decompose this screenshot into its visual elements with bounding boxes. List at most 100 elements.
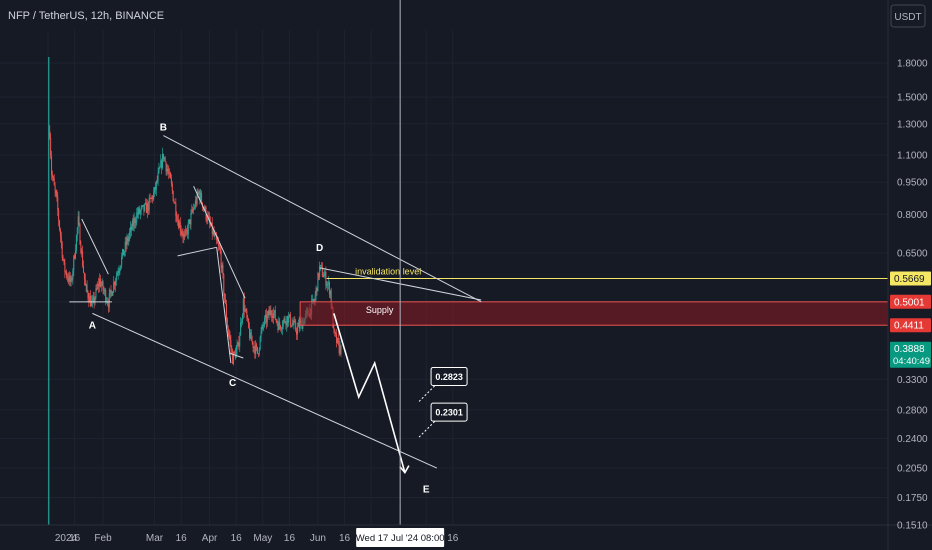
candle — [141, 205, 143, 210]
candle — [50, 133, 52, 160]
candle — [272, 307, 274, 325]
candle — [166, 163, 168, 176]
wedge-b-upper[interactable] — [193, 185, 246, 299]
candle — [82, 245, 84, 268]
candle — [64, 258, 66, 279]
x-tick-label: Jun — [310, 533, 326, 544]
candle — [238, 336, 240, 350]
candle — [216, 231, 218, 245]
candle — [106, 296, 108, 304]
candle — [119, 267, 121, 276]
invalidation-label: invalidation level — [355, 266, 421, 276]
candle — [273, 309, 275, 318]
candle — [242, 294, 244, 320]
candle — [83, 272, 85, 286]
candle — [100, 281, 102, 292]
candle — [291, 317, 293, 328]
candle — [237, 341, 239, 347]
candle — [334, 328, 336, 337]
candle — [178, 219, 180, 229]
candle — [240, 317, 242, 336]
currency-button[interactable]: USDT — [890, 4, 926, 28]
candle — [179, 217, 181, 236]
candle — [286, 315, 288, 332]
wedge-b-lower[interactable] — [177, 246, 217, 257]
candle — [241, 313, 243, 326]
candle — [264, 309, 266, 325]
supply-label: Supply — [366, 305, 394, 315]
candle — [67, 273, 69, 283]
candle — [57, 191, 59, 217]
candle — [99, 274, 101, 288]
candle — [283, 316, 285, 324]
candle — [142, 204, 144, 207]
candle — [185, 225, 187, 237]
candle — [264, 315, 266, 328]
target-label-lower[interactable]: 0.2301 — [418, 402, 468, 438]
candle — [126, 233, 128, 250]
candle — [336, 337, 338, 344]
candle — [72, 268, 74, 285]
candle — [182, 228, 184, 244]
candle — [335, 331, 337, 338]
candle — [194, 195, 196, 210]
candlestick-layer — [48, 57, 342, 525]
wedge-a-upper[interactable] — [81, 218, 109, 275]
candle — [266, 311, 268, 327]
svg-text:0.2823: 0.2823 — [435, 372, 463, 382]
x-tick-label: 16 — [231, 533, 243, 544]
candle — [191, 204, 193, 215]
candle — [80, 240, 82, 255]
candle — [146, 198, 148, 214]
wedge-c-base[interactable] — [228, 352, 244, 359]
candle — [319, 261, 321, 280]
candle — [231, 345, 233, 355]
candle — [75, 234, 77, 254]
candle — [201, 190, 203, 204]
candle — [258, 347, 260, 357]
upper-channel-line[interactable] — [163, 135, 482, 303]
candle — [262, 322, 264, 330]
candle — [329, 289, 331, 299]
candle — [328, 280, 330, 298]
candle — [232, 348, 234, 365]
wedge-b-left[interactable] — [216, 247, 232, 364]
candle — [196, 188, 198, 206]
candle — [76, 227, 78, 242]
candle — [271, 310, 273, 322]
candle — [95, 284, 97, 300]
grid-lines — [0, 30, 888, 525]
candle — [277, 320, 279, 333]
candle — [116, 270, 118, 277]
candle — [229, 330, 231, 347]
time-axis-panel[interactable] — [0, 525, 932, 550]
candle — [159, 166, 161, 170]
candle — [177, 214, 179, 226]
candle — [66, 269, 68, 280]
candle — [131, 218, 133, 231]
trendline-layer[interactable]: 0.2823 0.2301 — [69, 0, 482, 525]
projection-path[interactable] — [333, 313, 406, 473]
candle — [211, 217, 213, 240]
lower-channel-line[interactable] — [92, 312, 438, 469]
svg-text:0.4411: 0.4411 — [894, 321, 924, 332]
candle — [155, 180, 157, 196]
candle — [171, 181, 173, 195]
candle — [156, 175, 158, 184]
candle — [133, 212, 135, 232]
candle — [110, 285, 112, 298]
candle — [136, 207, 138, 226]
candle — [289, 311, 291, 328]
candle — [181, 229, 183, 236]
candle — [225, 293, 227, 305]
candle — [163, 156, 165, 161]
candle — [118, 265, 120, 277]
y-tick-label: 0.3300 — [897, 375, 928, 386]
candle — [254, 340, 256, 359]
candle — [60, 231, 62, 249]
svg-text:0.5669: 0.5669 — [894, 274, 925, 285]
candle — [256, 342, 258, 352]
target-label-upper[interactable]: 0.2823 — [418, 366, 468, 402]
